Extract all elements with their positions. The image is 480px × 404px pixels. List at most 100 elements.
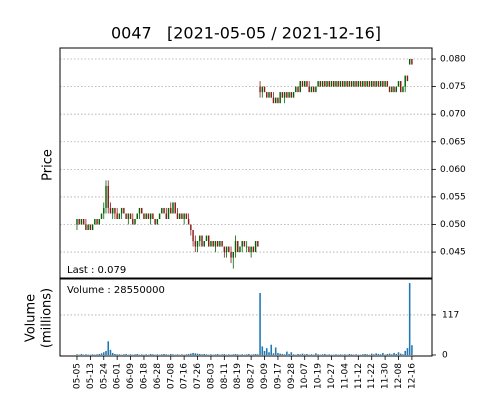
volume-bar	[141, 354, 143, 355]
volume-bar	[306, 354, 308, 355]
volume-bar	[315, 353, 317, 355]
volume-bar	[123, 354, 125, 355]
candle-body	[286, 92, 287, 98]
candle-body	[340, 81, 341, 87]
x-tick-label: 07-26	[193, 363, 203, 389]
volume-bar	[134, 354, 136, 355]
candle-body	[255, 241, 256, 252]
candle-body	[344, 81, 345, 87]
candle-body	[349, 81, 350, 87]
volume-bar	[248, 354, 250, 355]
volume-bar	[99, 354, 101, 355]
volume-bar	[335, 354, 337, 355]
volume-bar	[235, 354, 237, 355]
volume-bar	[373, 354, 375, 355]
candle-body	[195, 241, 196, 247]
volume-bar	[116, 354, 118, 355]
volume-bar	[107, 341, 109, 355]
x-tick-label: 06-09	[126, 363, 136, 389]
candle-body	[157, 219, 158, 225]
candle-body	[145, 213, 146, 219]
candle-body	[119, 213, 120, 219]
candle-body	[215, 241, 216, 247]
y-tick-label: 0.060	[440, 165, 466, 175]
volume-bar	[197, 354, 199, 355]
volume-bar	[371, 354, 373, 355]
candle-body	[398, 81, 399, 87]
y-tick-label: 0.055	[440, 192, 466, 202]
candle-body	[221, 241, 222, 247]
x-tick-label: 06-18	[139, 363, 149, 389]
candle-body	[132, 219, 133, 225]
candle-body	[246, 247, 247, 248]
volume-bar	[304, 354, 306, 355]
candle-body	[78, 219, 79, 225]
candle-body	[302, 81, 303, 87]
candle-body	[351, 81, 352, 87]
volume-bar	[277, 353, 279, 355]
y-tick-label: 0.050	[440, 220, 466, 230]
volume-bar	[268, 352, 270, 355]
candle-body	[192, 230, 193, 241]
candle-body	[206, 236, 207, 242]
volume-bar	[199, 354, 201, 355]
candle-body	[257, 241, 258, 247]
candle-body	[288, 92, 289, 98]
candle-body	[391, 87, 392, 93]
candle-body	[378, 81, 379, 87]
candle-body	[125, 213, 126, 219]
candle-body	[139, 208, 140, 214]
volume-bar	[282, 354, 284, 355]
candle-body	[224, 247, 225, 253]
x-tick-label: 07-16	[180, 363, 190, 389]
volume-bar	[195, 353, 197, 355]
volume-bar	[241, 354, 243, 355]
candle-body	[228, 247, 229, 253]
volume-bar	[391, 354, 393, 355]
volume-bar	[103, 352, 105, 355]
volume-bar	[215, 354, 217, 355]
volume-axis-label: Volume	[24, 294, 39, 342]
volume-bar	[284, 354, 286, 355]
candle-body	[333, 81, 334, 87]
x-tick-label: 05-13	[86, 363, 96, 389]
volume-bar	[228, 354, 230, 355]
volume-bar	[145, 354, 147, 355]
candle-body	[121, 208, 122, 214]
volume-bar	[395, 354, 397, 355]
volume-bar	[246, 354, 248, 355]
candle-body	[304, 81, 305, 87]
volume-bar	[166, 354, 168, 355]
candle-body	[329, 81, 330, 87]
y-tick-label: 0.065	[440, 137, 466, 147]
candle-body	[380, 81, 381, 87]
candle-body	[217, 241, 218, 247]
volume-bar	[110, 350, 112, 355]
candle-body	[76, 219, 77, 225]
x-tick-label: 08-11	[220, 363, 230, 389]
volume-bar	[163, 354, 165, 355]
candle-body	[81, 219, 82, 225]
volume-bar	[177, 354, 179, 355]
volume-bar	[266, 348, 268, 355]
volume-bar	[96, 354, 98, 355]
volume-bar	[364, 354, 366, 355]
candle-body	[358, 81, 359, 87]
candle-body	[373, 81, 374, 87]
y-tick-label: 0.080	[440, 55, 466, 65]
candle-body	[168, 208, 169, 219]
volume-bar	[387, 354, 389, 355]
candle-body	[112, 208, 113, 214]
candle-body	[407, 76, 408, 82]
candle-body	[152, 213, 153, 219]
volume-bar	[255, 354, 257, 355]
candle-body	[101, 213, 102, 219]
x-tick-label: 09-17	[273, 363, 283, 389]
candle-body	[369, 81, 370, 87]
volume-bar	[351, 354, 353, 355]
candle-body	[353, 81, 354, 87]
volume-bar	[201, 354, 203, 355]
volume-bar	[382, 353, 384, 355]
volume-bar	[378, 354, 380, 355]
candle-body	[393, 87, 394, 93]
